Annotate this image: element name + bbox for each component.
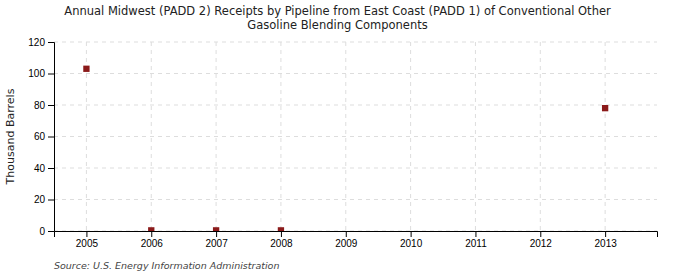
point [278, 227, 284, 231]
grid-line [540, 42, 541, 231]
x-tick: 2005 [76, 231, 99, 249]
y-tick-label: 40 [34, 163, 46, 174]
x-tick-mark [605, 231, 606, 237]
grid-line [216, 42, 217, 231]
x-tick: 2012 [530, 231, 553, 249]
grid-line [280, 42, 281, 231]
x-tick-label: 2007 [205, 238, 228, 249]
grid-line [345, 42, 346, 231]
y-tick: 20 [34, 194, 54, 205]
x-tick-mark [151, 231, 152, 237]
x-tick-mark [281, 231, 282, 237]
point [148, 227, 154, 231]
x-tick-mark [86, 231, 87, 237]
x-tick: 2010 [400, 231, 423, 249]
grid-line [475, 42, 476, 231]
y-tick-mark [48, 168, 54, 169]
y-tick-mark [48, 74, 54, 75]
grid-line [54, 105, 657, 106]
point [602, 105, 608, 111]
title: Annual Midwest (PADD 2) Receipts by Pipe… [64, 4, 611, 32]
y-tick-label: 20 [34, 194, 46, 205]
grid-line [605, 42, 606, 231]
x-tick-label: 2012 [530, 238, 553, 249]
x-tick: 2013 [595, 231, 618, 249]
plot-area: 2005 2006 2007 2008 2009 2010 2011 2012 2013 0 20 4… [28, 37, 657, 249]
y-tick: 0 [39, 226, 54, 237]
x-tick-mark [475, 231, 476, 237]
grid-line [54, 136, 657, 137]
point [213, 227, 219, 231]
x-axis: 2005 2006 2007 2008 2009 2010 2011 2012 2013 [55, 231, 658, 249]
x-tick-mark [346, 231, 347, 237]
x-tick-label: 2006 [141, 238, 164, 249]
x-tick-label: 2011 [465, 238, 487, 249]
y-tick: 80 [34, 100, 54, 111]
grid-line [54, 42, 657, 43]
chart: Annual Midwest (PADD 2) Receipts by Pipe… [0, 0, 675, 275]
y-tick-label: 60 [34, 131, 46, 142]
points [83, 66, 608, 231]
grid-line [54, 73, 657, 74]
point [83, 66, 89, 72]
y-axis-line [48, 43, 55, 232]
source: Source: U.S. Energy Information Administ… [54, 260, 279, 271]
grid-line [54, 168, 657, 169]
grid [54, 42, 657, 231]
y-tick: 40 [34, 163, 54, 174]
x-tick-mark [540, 231, 541, 237]
y-tick-mark [48, 231, 54, 232]
x-tick-label: 2008 [270, 238, 293, 249]
y-tick: 120 [28, 37, 54, 48]
y-tick: 100 [28, 68, 54, 79]
x-tick-mark [411, 231, 412, 237]
x-tick-label: 2013 [595, 238, 618, 249]
grid-line [410, 42, 411, 231]
x-tick: 2007 [205, 231, 228, 249]
y-axis: 0 20 40 60 80 100 120 [28, 37, 54, 237]
grid-line [151, 42, 152, 231]
x-tick-label: 2009 [335, 238, 358, 249]
y-tick: 60 [34, 131, 54, 142]
x-tick: 2008 [270, 231, 293, 249]
y-tick-label: 100 [28, 68, 45, 79]
y-tick-mark [48, 200, 54, 201]
x-tick-mark [216, 231, 217, 237]
y-tick-label: 120 [28, 37, 45, 48]
x-tick: 2011 [465, 231, 487, 249]
y-tick-mark [48, 42, 54, 43]
y-tick-mark [48, 105, 54, 106]
x-tick: 2006 [141, 231, 164, 249]
y-tick-mark [48, 137, 54, 138]
x-tick-label: 2010 [400, 238, 423, 249]
y-tick-label: 80 [34, 100, 46, 111]
x-tick-label: 2005 [76, 238, 99, 249]
x-tick: 2009 [335, 231, 358, 249]
grid-line [54, 199, 657, 200]
x-axis-line [55, 232, 658, 238]
y-tick-label: 0 [39, 226, 45, 237]
y-axis-title: Thousand Barrels [4, 88, 17, 185]
